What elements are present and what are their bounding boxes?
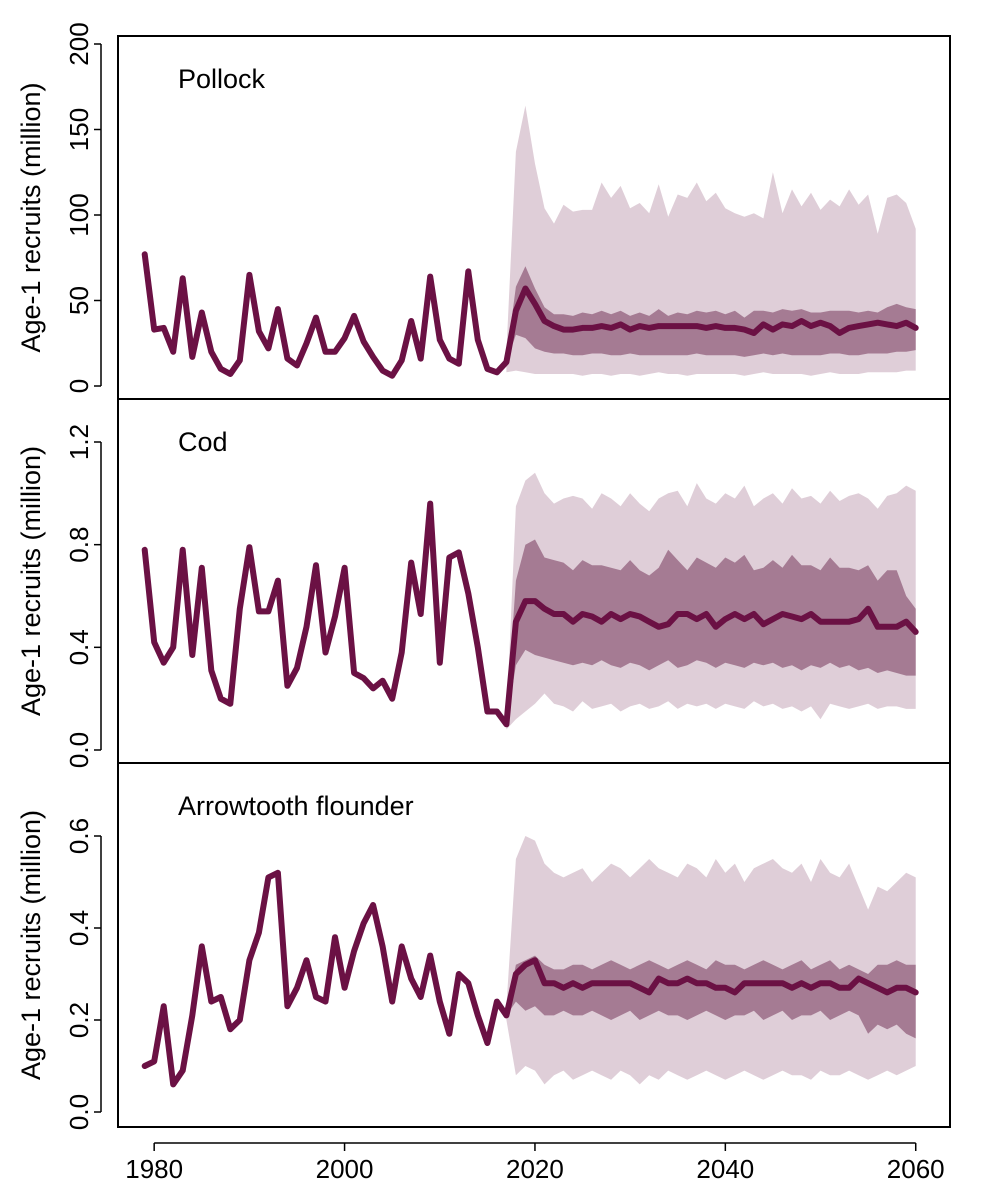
panel-frame (117, 762, 951, 1128)
x-tick-label: 2000 (316, 1154, 374, 1184)
recruits-line (141, 869, 919, 1088)
y-tick-label: 50 (64, 286, 94, 315)
y-tick-label: 0.0 (64, 732, 94, 768)
inner-interval-band (506, 539, 916, 725)
y-tick-label: 0.8 (64, 527, 94, 563)
panel-1: 0 50 100 150 200 Age-1 recruits (million) Poll… (16, 22, 951, 400)
y-axis-title: Age-1 recruits (million) (16, 82, 46, 352)
outer-interval-band (506, 105, 916, 376)
x-tick-label: 2060 (887, 1154, 945, 1184)
y-tick-label: 100 (64, 193, 94, 236)
outer-interval-band (506, 836, 916, 1085)
panel-title: Pollock (178, 64, 266, 94)
x-tick-label: 2040 (696, 1154, 754, 1184)
panel-title: Cod (178, 427, 228, 457)
inner-interval-band (506, 266, 916, 363)
y-tick-label: 0.4 (64, 910, 94, 946)
y-tick-label: 0.0 (64, 1094, 94, 1130)
x-axis: 1980 2000 2020 2040 2060 (125, 1142, 945, 1184)
inner-interval-band (506, 955, 916, 1039)
y-tick-label: 200 (64, 22, 94, 65)
x-tick-label: 1980 (125, 1154, 183, 1184)
y-tick-label: 0 (64, 379, 94, 393)
y-tick-label: 0.2 (64, 1002, 94, 1038)
recruits-line (141, 500, 919, 728)
y-tick-label: 150 (64, 108, 94, 151)
y-tick-label: 0.6 (64, 818, 94, 854)
y-tick-label: 0.4 (64, 629, 94, 665)
y-axis-title: Age-1 recruits (million) (16, 446, 46, 716)
y-tick-label: 1.2 (64, 424, 94, 460)
y-axis-title: Age-1 recruits (million) (16, 810, 46, 1080)
panel-3: 0.0 0.2 0.4 0.6 Age-1 recruits (million) Arro… (16, 762, 951, 1130)
panel-2: 0.0 0.4 0.8 1.2 Age-1 recruits (million) Cod (16, 398, 951, 768)
recruits-line (141, 251, 919, 379)
x-tick-label: 2020 (506, 1154, 564, 1184)
panel-title: Arrowtooth flounder (178, 791, 414, 821)
